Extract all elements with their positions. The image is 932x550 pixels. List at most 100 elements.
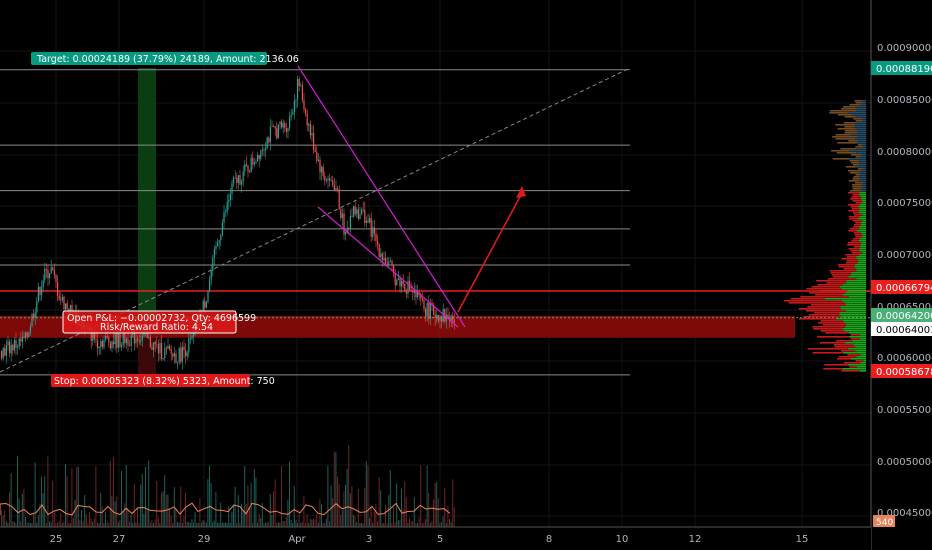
volume-profile-bar: [848, 364, 866, 366]
candle-body: [375, 233, 377, 241]
volume-profile-bar: [860, 198, 866, 200]
y-tick: 0.00085000: [877, 95, 932, 106]
volume-profile-bar: [841, 370, 860, 372]
volume-bar: [138, 522, 140, 527]
candle-body: [241, 181, 243, 185]
candle-body: [137, 338, 139, 341]
volume-bar: [364, 487, 366, 527]
volume-bar: [442, 516, 444, 527]
candle-body: [167, 346, 169, 349]
candle-body: [181, 346, 183, 362]
volume-bar: [322, 522, 324, 527]
candle-body: [285, 128, 287, 132]
volume-bar: [213, 520, 215, 527]
volume-profile-bar: [859, 338, 866, 340]
volume-profile-bar: [849, 172, 859, 174]
volume-profile-bar: [798, 318, 837, 320]
candle-body: [173, 353, 175, 357]
candle-body: [281, 121, 283, 128]
candle-body: [71, 305, 73, 311]
volume-bar: [95, 466, 97, 527]
volume-bar: [444, 488, 446, 527]
candle-body: [165, 347, 167, 349]
candle-body: [381, 253, 383, 261]
candle-body: [2, 347, 4, 359]
target-zone: [138, 68, 156, 316]
volume-bar: [228, 506, 230, 527]
price-tag-text: 0.00058678: [876, 367, 932, 378]
drawings[interactable]: [0, 65, 631, 373]
candle-body: [180, 348, 182, 362]
volume-profile-bar: [856, 110, 866, 112]
candle-body: [21, 336, 23, 342]
volume-profile-bar: [860, 174, 866, 176]
volume-bar: [429, 522, 431, 527]
volume-profile-bar: [862, 200, 866, 202]
candle-body: [252, 157, 254, 165]
volume-profile-bar: [861, 236, 866, 238]
volume-bar: [255, 477, 257, 527]
candle-body: [249, 171, 251, 173]
candle-body: [257, 154, 259, 162]
candle-body: [239, 175, 241, 185]
volume-profile-bar: [847, 290, 866, 292]
volume-profile-bar: [854, 266, 866, 268]
volume-bar: [34, 462, 36, 527]
candle-body: [100, 341, 102, 347]
candle-body: [33, 314, 35, 319]
volume-profile-bar: [803, 316, 842, 318]
x-tick: 15: [796, 534, 809, 545]
volume-bar: [338, 483, 340, 527]
volume-profile-bar: [836, 340, 853, 342]
candle-body: [327, 178, 329, 181]
volume-profile-bar: [855, 346, 866, 348]
candle-body: [407, 280, 409, 294]
volume-bar: [66, 476, 68, 527]
volume-profile-bar: [859, 180, 866, 182]
volume-profile-bar: [855, 360, 864, 362]
candle-body: [380, 253, 382, 257]
volume-profile-bar: [855, 122, 866, 124]
volume-profile-bar: [818, 322, 845, 324]
volume-bar: [204, 521, 206, 527]
volume-bar: [5, 521, 7, 527]
candle-body: [231, 183, 233, 194]
candle-body: [362, 209, 364, 211]
candle-body: [157, 344, 159, 354]
volume-profile-bar: [859, 334, 866, 336]
candle-body: [372, 227, 374, 237]
volume-profile-bar: [800, 296, 849, 298]
volume-bar: [205, 522, 207, 527]
y-tick: 0.00070000: [877, 250, 932, 261]
volume-bar: [103, 522, 105, 527]
candle-body: [277, 124, 279, 139]
volume-bar: [412, 521, 414, 527]
candle-body: [7, 341, 9, 346]
volume-bar: [321, 504, 322, 527]
volume-bar: [413, 497, 415, 527]
volume-bar: [279, 522, 281, 527]
candle-body: [290, 114, 292, 118]
volume-profile-bar: [859, 210, 866, 212]
volume-profile-bar: [854, 106, 866, 108]
volume-profile-bar: [862, 184, 866, 186]
volume-bar: [324, 522, 326, 527]
volume-bar: [369, 518, 370, 527]
volume-bar: [130, 514, 132, 527]
volume-bar: [309, 518, 311, 527]
volume-profile-bar: [843, 362, 861, 364]
volume-bar: [143, 513, 145, 527]
volume-bar: [313, 518, 314, 527]
candle-body: [242, 171, 244, 182]
candle-body: [261, 149, 263, 152]
volume-profile-bar: [845, 292, 866, 294]
candle-body: [289, 117, 291, 128]
x-tick: 25: [50, 534, 63, 545]
candle-body: [17, 346, 19, 348]
volume-bar: [402, 508, 404, 527]
candle-body: [65, 303, 67, 310]
candle-body: [364, 209, 366, 223]
volume-profile-bar: [857, 262, 866, 264]
